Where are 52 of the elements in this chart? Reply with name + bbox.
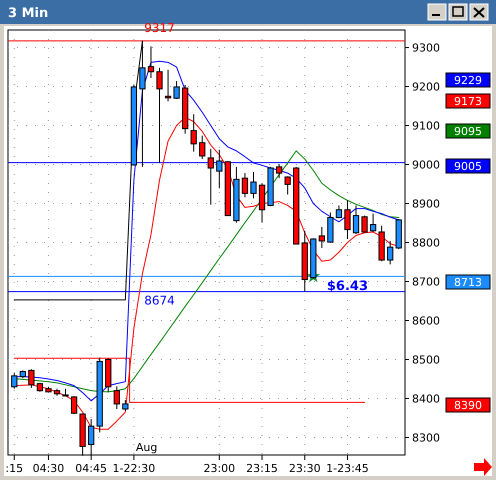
candlestick bbox=[370, 213, 376, 232]
x-tick-label: 04:45 bbox=[75, 462, 108, 475]
candlestick bbox=[352, 204, 360, 234]
x-tick-label: 1-22:30 bbox=[112, 462, 156, 475]
y-tick-label: 8600 bbox=[412, 314, 440, 328]
text: 9005 bbox=[454, 160, 482, 173]
y-tick-label: 8500 bbox=[412, 353, 440, 366]
chart-title: 3 Min bbox=[8, 6, 48, 21]
text: 9173 bbox=[454, 95, 482, 108]
annotation: Aug bbox=[136, 441, 158, 454]
annotation: 8674 bbox=[144, 294, 175, 308]
candlestick bbox=[216, 149, 222, 189]
candlestick bbox=[242, 172, 248, 198]
candlestick bbox=[148, 46, 154, 78]
candlestick bbox=[387, 240, 394, 265]
candlestick bbox=[284, 176, 291, 196]
text: 8390 bbox=[454, 399, 482, 412]
x-tick-label: :15 bbox=[5, 462, 24, 475]
candlestick bbox=[122, 400, 128, 412]
candlestick bbox=[276, 164, 282, 179]
text: 9229 bbox=[454, 74, 482, 87]
y-tick-label: 8700 bbox=[412, 275, 440, 288]
x-tick-label: 1-23:45 bbox=[326, 462, 369, 475]
x-tick-label: 23:30 bbox=[288, 462, 321, 475]
x-tick-label: 23:15 bbox=[246, 462, 278, 475]
text: 9095 bbox=[454, 125, 482, 138]
candlestick bbox=[336, 204, 342, 219]
candlestick bbox=[173, 80, 180, 100]
candlestick bbox=[156, 67, 163, 164]
candlestick bbox=[70, 396, 78, 415]
y-tick-label: 9300 bbox=[412, 42, 440, 55]
candlestick bbox=[250, 171, 257, 199]
candlestick bbox=[11, 372, 18, 390]
candlestick bbox=[344, 200, 351, 240]
candlestick bbox=[28, 368, 35, 388]
candlestick bbox=[318, 226, 325, 248]
text: 8713 bbox=[454, 276, 482, 289]
candlestick bbox=[164, 69, 172, 102]
y-tick-label: 8300 bbox=[412, 431, 440, 444]
candlestick bbox=[208, 148, 214, 206]
candlestick bbox=[199, 135, 206, 160]
candlestick bbox=[361, 215, 368, 234]
y-tick-label: 8900 bbox=[412, 198, 440, 211]
annotation: $6.43 bbox=[326, 279, 368, 294]
y-tick-label: 8400 bbox=[412, 392, 440, 406]
y-tick-label: 9200 bbox=[412, 80, 440, 94]
x-tick-label: 04:30 bbox=[32, 462, 64, 475]
x-tick-label: 23:00 bbox=[203, 462, 236, 475]
candlestick bbox=[114, 386, 120, 410]
y-tick-label: 9000 bbox=[412, 158, 440, 172]
y-tick-label: 9100 bbox=[412, 120, 440, 133]
y-tick-label: 8800 bbox=[412, 236, 440, 250]
